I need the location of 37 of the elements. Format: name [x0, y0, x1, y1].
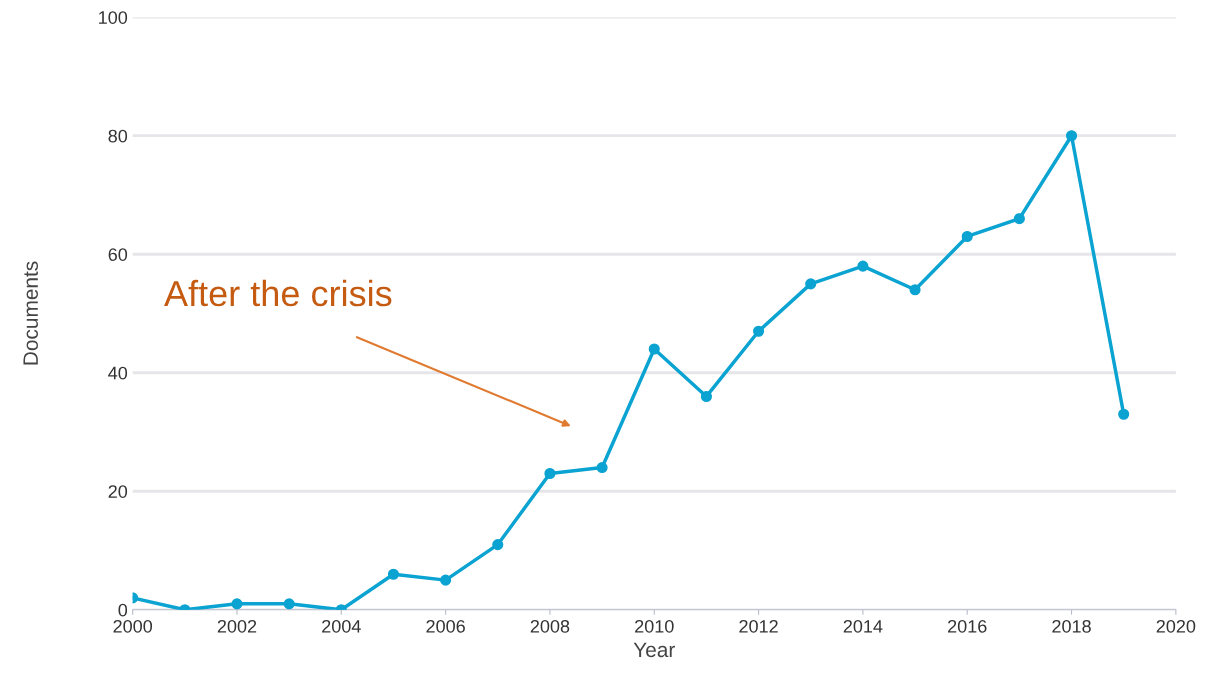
y-tick-label: 20 — [108, 485, 128, 498]
x-tick-label: 2008 — [530, 619, 570, 633]
point — [231, 598, 243, 610]
point — [544, 467, 556, 480]
point — [648, 343, 660, 355]
y-tick-label: 80 — [108, 129, 128, 143]
point — [805, 278, 817, 290]
x-tick-label: 2012 — [739, 619, 778, 633]
x-tick-label: 2006 — [426, 619, 465, 633]
point — [1013, 213, 1025, 225]
annotation: After the crisis — [164, 279, 392, 307]
point — [700, 390, 712, 403]
point — [387, 568, 400, 580]
x-tick-label: 2004 — [322, 619, 361, 633]
point — [909, 284, 921, 296]
point — [1118, 408, 1130, 420]
point — [440, 574, 452, 586]
x-tick-label: 2016 — [948, 619, 987, 633]
x-tick-label: 2002 — [217, 619, 257, 633]
point — [753, 325, 765, 337]
y-tick-label: 0 — [118, 603, 128, 617]
y-axis-title: Documents — [23, 261, 38, 365]
point — [596, 461, 608, 474]
point — [961, 230, 973, 243]
y-tick-label: 60 — [108, 248, 128, 261]
y-tick-label: 40 — [108, 366, 128, 380]
point — [283, 598, 295, 610]
point — [1065, 130, 1078, 142]
x-tick-label: 2010 — [635, 619, 674, 633]
x-tick-label: 2020 — [1156, 619, 1196, 633]
point — [857, 260, 869, 272]
x-axis-title: Year — [633, 642, 675, 658]
y-tick-label: 100 — [99, 11, 128, 24]
point — [492, 539, 504, 551]
x-tick-label: 2000 — [113, 619, 153, 633]
x-tick-label: 2018 — [1052, 619, 1091, 633]
x-tick-label: 2014 — [843, 619, 883, 633]
